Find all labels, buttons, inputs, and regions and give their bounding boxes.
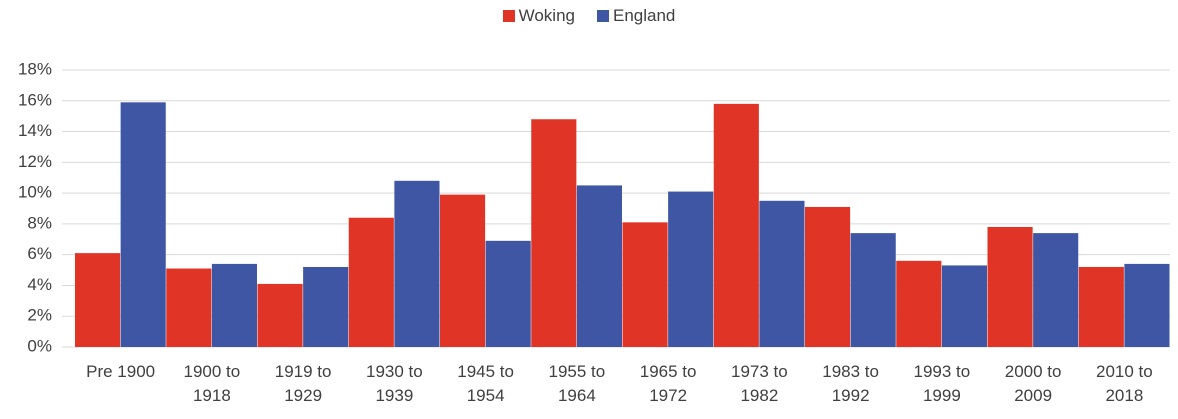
bar bbox=[348, 217, 394, 347]
legend-item: England bbox=[597, 6, 675, 26]
bar bbox=[1078, 266, 1124, 347]
legend: Woking England bbox=[0, 6, 1178, 26]
x-tick-label: 1973 to 1982 bbox=[731, 362, 788, 405]
bar bbox=[622, 222, 668, 347]
bar bbox=[485, 240, 531, 347]
bar bbox=[713, 103, 759, 347]
y-tick-label: 16% bbox=[18, 90, 52, 109]
legend-item: Woking bbox=[502, 6, 575, 26]
legend-label: England bbox=[613, 6, 676, 25]
bar bbox=[440, 194, 486, 347]
bar bbox=[668, 191, 714, 347]
bar bbox=[759, 200, 805, 347]
x-tick-label: 1993 to 1999 bbox=[913, 362, 971, 405]
bar bbox=[1124, 263, 1170, 347]
y-tick-label: 8% bbox=[27, 213, 52, 232]
bar bbox=[805, 206, 851, 347]
y-tick-label: 12% bbox=[18, 152, 52, 171]
bar bbox=[257, 283, 303, 347]
bar bbox=[1033, 233, 1079, 347]
x-tick-label: 2010 to 2018 bbox=[1096, 362, 1153, 405]
x-tick-label: 1965 to 1972 bbox=[639, 362, 697, 405]
bar bbox=[987, 226, 1033, 347]
y-tick-label: 4% bbox=[27, 275, 52, 294]
bar bbox=[394, 180, 440, 347]
x-tick-label: 1983 to 1992 bbox=[822, 362, 879, 405]
legend-label: Woking bbox=[518, 6, 575, 25]
bar bbox=[531, 119, 577, 347]
x-tick-label: 1955 to 1964 bbox=[548, 362, 606, 405]
y-tick-label: 14% bbox=[18, 121, 52, 140]
y-tick-label: 10% bbox=[18, 183, 52, 202]
legend-swatch bbox=[502, 10, 515, 22]
legend-swatch bbox=[597, 10, 609, 22]
x-tick-label: Pre 1900 bbox=[86, 362, 156, 381]
y-tick-label: 18% bbox=[18, 59, 52, 78]
bar bbox=[576, 185, 622, 347]
bar bbox=[211, 263, 257, 347]
bar bbox=[166, 268, 212, 347]
x-tick-label: 1930 to 1939 bbox=[366, 362, 423, 405]
y-tick-label: 2% bbox=[27, 306, 52, 325]
bar bbox=[120, 102, 166, 347]
x-tick-label: 1900 to 1918 bbox=[183, 362, 241, 405]
x-tick-label: 1919 to 1929 bbox=[274, 362, 332, 405]
bar bbox=[75, 253, 121, 347]
x-tick-label: 1945 to 1954 bbox=[457, 362, 514, 405]
bar bbox=[850, 233, 896, 347]
bar bbox=[941, 265, 987, 347]
bar bbox=[896, 260, 942, 347]
y-tick-label: 0% bbox=[27, 336, 52, 355]
y-tick-label: 6% bbox=[27, 244, 52, 263]
bar bbox=[303, 266, 349, 347]
x-tick-label: 2000 to 2009 bbox=[1004, 362, 1062, 405]
